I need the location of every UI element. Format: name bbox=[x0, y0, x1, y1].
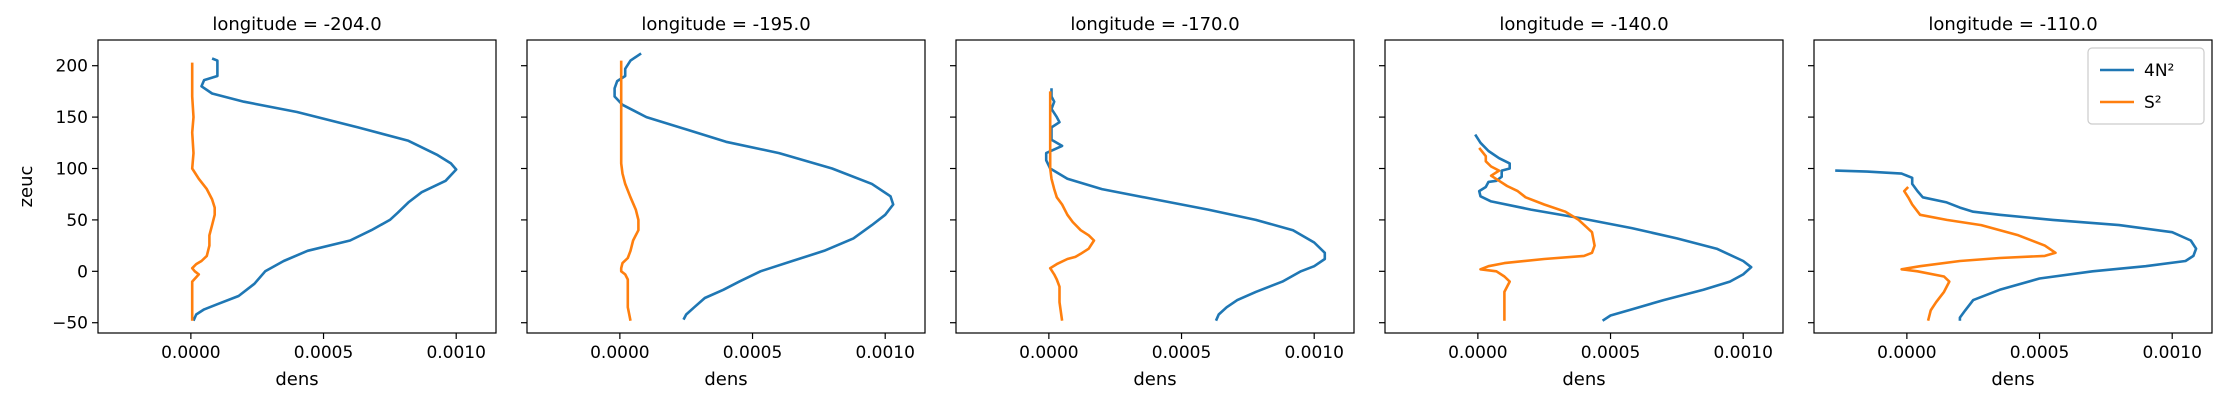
panel-2: 0.0000 0.0005 0.0010 dens longitude = -195.0 bbox=[521, 14, 926, 390]
legend: 4N² S² bbox=[2087, 47, 2205, 125]
x-tick-label: 0.0010 bbox=[2142, 343, 2201, 363]
axes-frame bbox=[97, 39, 497, 334]
y-tick-label: 150 bbox=[56, 108, 88, 128]
panel-4: 0.0000 0.0005 0.0010 dens longitude = -140.0 bbox=[1379, 14, 1784, 390]
x-axis-label: dens bbox=[1562, 369, 1605, 390]
x-tick-label: 0.0000 bbox=[1448, 343, 1507, 363]
series-line-4n2 bbox=[1835, 169, 2198, 321]
panel-title: longitude = -195.0 bbox=[641, 14, 810, 35]
panel-title: longitude = -140.0 bbox=[1499, 14, 1668, 35]
series-line-s2 bbox=[190, 62, 216, 321]
x-tick-label: 0.0000 bbox=[1877, 343, 1936, 363]
x-tick-label: 0.0010 bbox=[855, 343, 914, 363]
x-tick-label: 0.0010 bbox=[1713, 343, 1772, 363]
y-axis-label: zeuc bbox=[16, 166, 37, 208]
panel-title: longitude = -110.0 bbox=[1928, 14, 2097, 35]
series-line-s2 bbox=[1048, 91, 1096, 321]
panel-1: 0.0000 0.0005 0.0010 −50 0 50 100 150 200 dens lon… bbox=[16, 14, 497, 390]
x-axis-label: dens bbox=[1133, 369, 1176, 390]
panel-5: 0.0000 0.0005 0.0010 dens longitude = -110.0… bbox=[1808, 14, 2213, 390]
panel-3: 0.0000 0.0005 0.0010 dens longitude = -170.0 bbox=[950, 14, 1355, 390]
series-line-4n2 bbox=[192, 57, 458, 322]
series-line-4n2 bbox=[1474, 133, 1753, 322]
x-tick-label: 0.0005 bbox=[1152, 343, 1211, 363]
axes-frame bbox=[526, 39, 926, 334]
x-tick-label: 0.0005 bbox=[723, 343, 782, 363]
y-tick-label: 200 bbox=[56, 57, 88, 77]
x-tick-label: 0.0005 bbox=[2010, 343, 2069, 363]
series-line-4n2 bbox=[1044, 88, 1327, 322]
axes-frame bbox=[955, 39, 1355, 334]
y-tick-label: 0 bbox=[77, 262, 88, 282]
axes-frame bbox=[1813, 39, 2213, 334]
y-tick-label: 50 bbox=[66, 211, 88, 231]
series-line-s2 bbox=[619, 60, 640, 321]
legend-entry: S² bbox=[2144, 93, 2162, 113]
x-axis-label: dens bbox=[275, 369, 318, 390]
series-line-s2 bbox=[1900, 186, 2057, 322]
x-tick-label: 0.0005 bbox=[1581, 343, 1640, 363]
y-tick-label: 100 bbox=[56, 160, 88, 180]
legend-box bbox=[2087, 47, 2205, 125]
series-line-s2 bbox=[1478, 147, 1596, 321]
axes-frame bbox=[1384, 39, 1784, 334]
x-tick-label: 0.0010 bbox=[1284, 343, 1343, 363]
legend-entry: 4N² bbox=[2144, 61, 2174, 81]
x-axis-label: dens bbox=[1991, 369, 2034, 390]
panel-title: longitude = -204.0 bbox=[212, 14, 381, 35]
panel-title: longitude = -170.0 bbox=[1070, 14, 1239, 35]
x-axis-label: dens bbox=[704, 369, 747, 390]
x-tick-label: 0.0000 bbox=[161, 343, 220, 363]
y-tick-label: −50 bbox=[52, 314, 88, 334]
x-tick-label: 0.0005 bbox=[294, 343, 353, 363]
series-line-4n2 bbox=[613, 52, 895, 321]
x-tick-label: 0.0010 bbox=[426, 343, 485, 363]
x-tick-label: 0.0000 bbox=[1019, 343, 1078, 363]
x-tick-label: 0.0000 bbox=[590, 343, 649, 363]
